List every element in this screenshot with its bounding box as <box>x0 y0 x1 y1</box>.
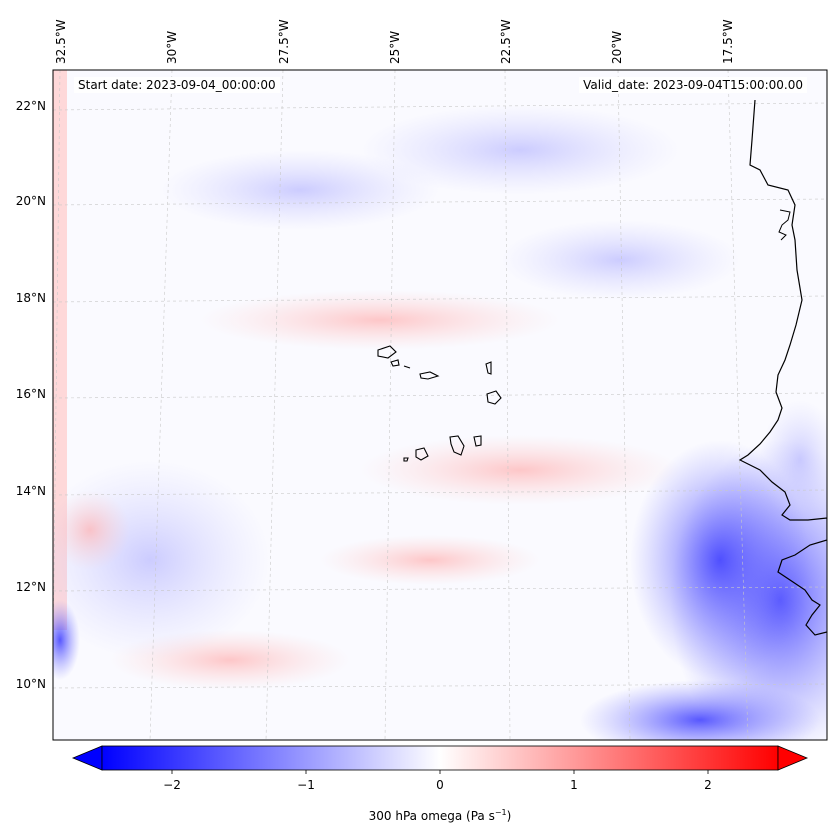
colorbar-tick-label: −2 <box>163 778 181 792</box>
lon-label-20w: 20°W <box>610 30 624 64</box>
valid-date-label: Valid_date: 2023-09-04T15:00:00.00 <box>579 77 807 93</box>
lat-label-10n: 10°N <box>15 677 46 691</box>
lat-label-16n: 16°N <box>15 387 46 401</box>
lon-label-27-5w: 27.5°W <box>277 19 291 64</box>
lat-label-12n: 12°N <box>15 580 46 594</box>
colorbar-tick-label: −1 <box>297 778 315 792</box>
colorbar-label: 300 hPa omega (Pa s−1) <box>368 808 512 823</box>
colorbar-tick-label: 2 <box>704 778 712 792</box>
lat-label-22n: 22°N <box>15 99 46 113</box>
coastline-detail <box>778 209 791 241</box>
lat-label-14n: 14°N <box>15 484 46 498</box>
coastline <box>738 99 827 636</box>
colorbar-extend-max <box>777 745 809 771</box>
omega-field <box>53 70 827 740</box>
lon-label-32-5w: 32.5°W <box>54 19 68 64</box>
lat-label-18n: 18°N <box>15 291 46 305</box>
map-frame <box>52 69 828 741</box>
colorbar-tick-label: 0 <box>436 778 444 792</box>
colorbar <box>71 745 809 774</box>
colorbar-extend-min <box>71 745 103 771</box>
start-date-label: Start date: 2023-09-04_00:00:00 <box>74 77 280 93</box>
lon-label-25w: 25°W <box>388 30 402 64</box>
lat-label-20n: 20°N <box>15 194 46 208</box>
colorbar-bar <box>101 745 779 771</box>
lon-label-17-5w: 17.5°W <box>721 19 735 64</box>
island-outlines <box>377 345 502 462</box>
lon-label-22-5w: 22.5°W <box>499 19 513 64</box>
lon-label-30w: 30°W <box>165 30 179 64</box>
colorbar-tick-label: 1 <box>570 778 578 792</box>
